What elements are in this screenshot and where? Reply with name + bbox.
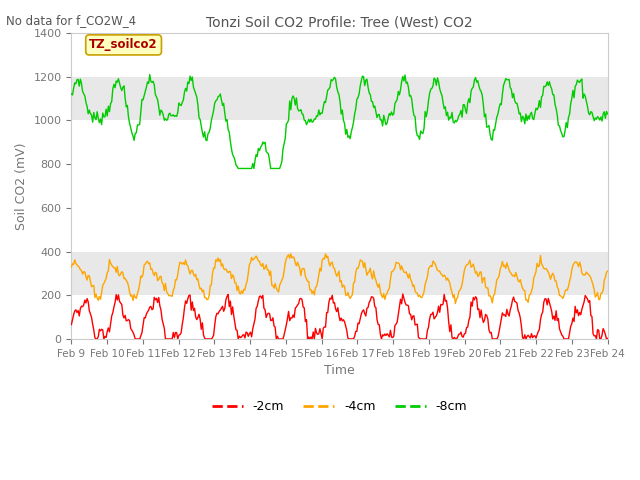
Bar	[72, 252, 607, 295]
Text: No data for f_CO2W_4: No data for f_CO2W_4	[6, 14, 136, 27]
Y-axis label: Soil CO2 (mV): Soil CO2 (mV)	[15, 142, 28, 230]
Text: TZ_soilco2: TZ_soilco2	[89, 38, 158, 51]
Title: Tonzi Soil CO2 Profile: Tree (West) CO2: Tonzi Soil CO2 Profile: Tree (West) CO2	[206, 15, 473, 29]
Bar	[72, 77, 607, 120]
X-axis label: Time: Time	[324, 364, 355, 377]
Legend: -2cm, -4cm, -8cm: -2cm, -4cm, -8cm	[207, 396, 472, 419]
